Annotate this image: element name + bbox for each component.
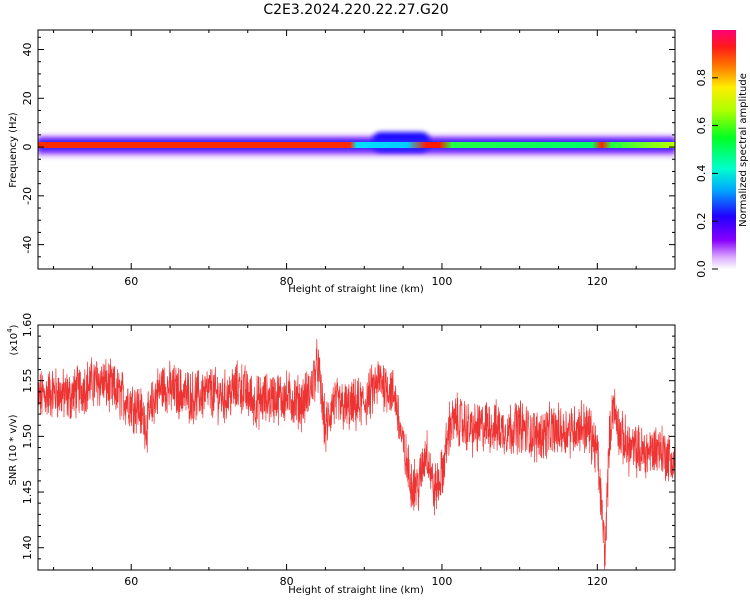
spectrogram-y-label: Frequency (Hz) [8, 112, 19, 188]
spectrogram-y-tick-label: -40 [21, 236, 34, 254]
snr-x-tick-label: 60 [124, 575, 138, 588]
colorbar-tick-label: 0.4 [695, 165, 708, 183]
figure-title: C2E3.2024.220.22.27.G20 [263, 2, 448, 18]
snr-panel: 60 80 100 120 1.60 1.55 1.50 1.45 1.40 Height o… [6, 313, 676, 596]
spectrogram-y-tick-label: -20 [21, 187, 34, 205]
colorbar-label: Normalized spectral amplitude [738, 73, 749, 227]
colorbar-tick-label: 0.8 [695, 69, 708, 87]
snr-x-tick-label: 120 [587, 575, 608, 588]
spectrogram-x-ticks: 60 80 100 120 [53, 30, 676, 288]
spectrogram-x-tick-label: 120 [587, 275, 608, 288]
spectrogram-y-ticks: 40 20 0 -20 -40 [21, 36, 675, 270]
colorbar-tick-label: 0.0 [695, 260, 708, 278]
snr-y-tick-label: 1.45 [21, 480, 34, 505]
snr-scale-exponent: 4 [6, 328, 14, 333]
snr-frame [37, 324, 676, 571]
snr-scale-close: ) [9, 324, 20, 328]
spectrogram-y-tick-label: 40 [21, 43, 34, 57]
colorbar-ticks: 0.0 0.2 0.4 0.6 0.8 [695, 69, 718, 278]
colorbar-tick-label: 0.2 [695, 212, 708, 230]
spectrogram-frame [37, 29, 676, 270]
snr-y-tick-label: 1.50 [21, 424, 34, 449]
snr-y-label: SNR (10 * v/v) [8, 414, 19, 485]
spectrogram-band [38, 132, 675, 158]
snr-series-line [38, 339, 675, 570]
spectrogram-x-tick-label: 80 [280, 275, 294, 288]
spectrogram-x-tick-label: 60 [124, 275, 138, 288]
spectrogram-x-tick-label: 100 [431, 275, 452, 288]
snr-y-tick-label: 1.40 [21, 535, 34, 560]
snr-scale-base: (x10 [9, 333, 20, 356]
spectrogram-y-tick-label: 20 [21, 91, 34, 105]
snr-x-ticks: 60 80 100 120 [53, 325, 676, 588]
band-core [38, 142, 675, 148]
snr-y-ticks: 1.60 1.55 1.50 1.45 1.40 [21, 313, 675, 571]
colorbar: 0.0 0.2 0.4 0.6 0.8 Normalized spectral ampl… [695, 30, 749, 278]
colorbar-tick-label: 0.6 [695, 117, 708, 135]
spectrogram-x-label: Height of straight line (km) [288, 284, 424, 295]
snr-y-tick-label: 1.55 [21, 368, 34, 393]
snr-x-tick-label: 100 [431, 575, 452, 588]
snr-y-tick-label: 1.60 [21, 313, 34, 338]
snr-scale-label: (x104) [6, 324, 20, 355]
snr-x-label: Height of straight line (km) [288, 585, 424, 596]
colorbar-gradient [712, 30, 736, 269]
spectrogram-panel: 60 80 100 120 40 20 0 -20 -40 Height of straigh… [8, 29, 676, 295]
snr-x-tick-label: 80 [280, 575, 294, 588]
spectrogram-y-tick-label: 0 [21, 144, 34, 151]
